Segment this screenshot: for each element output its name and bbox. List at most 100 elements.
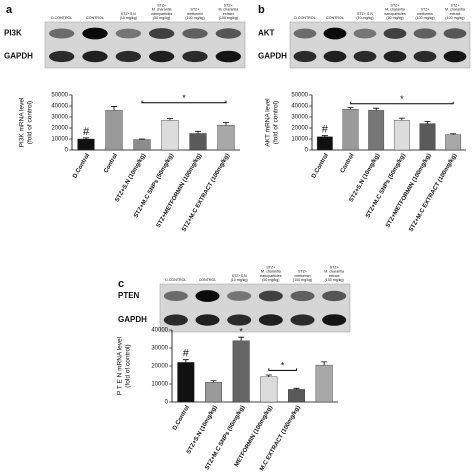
blot-band (82, 50, 108, 63)
annotation: * (182, 93, 186, 103)
blot-band (115, 50, 141, 63)
lane-label: CONTROL (199, 278, 217, 282)
lane-label: (10 mg/kg) (120, 16, 137, 20)
blot-band (293, 28, 317, 39)
error-bar (424, 121, 431, 124)
lane-label: STZ+ (224, 3, 233, 7)
error-bar (321, 135, 328, 137)
bar (204, 382, 222, 403)
panel-letter: a (6, 4, 13, 16)
lane-label: M. charantia (261, 270, 281, 274)
error-bar (293, 387, 300, 390)
y-tick-label: 40000 (291, 104, 308, 110)
x-tick-label: STZ+S.N (10mg/kg) (114, 153, 147, 203)
blot-band (322, 314, 347, 326)
lane-label: STZ+ (266, 265, 275, 269)
bar (445, 134, 462, 151)
lane-label: M. charantia (218, 8, 238, 12)
blot-band (82, 27, 108, 40)
row-label: GAPDH (258, 52, 287, 61)
blot-band (49, 50, 75, 63)
lane-label: (10 mg/kg) (231, 278, 248, 282)
x-tick-label: D.Control (172, 405, 191, 432)
lane-label: (100 mg/kg) (445, 16, 464, 20)
blot-band (353, 50, 377, 63)
blot-band (163, 291, 188, 301)
y-tick-label: 10000 (291, 137, 308, 143)
lane-label: M. charantia (152, 8, 172, 12)
blot-band (182, 50, 208, 63)
y-tick-label: 50000 (291, 93, 308, 99)
lane-label: M. charantia (445, 8, 465, 12)
lane-label: CONTROL (326, 16, 344, 20)
lane-label: (100 mg/kg) (415, 16, 434, 20)
blot-band (149, 28, 175, 39)
error-bar (210, 380, 217, 383)
y-tick-label: 30000 (51, 115, 68, 121)
bar (316, 136, 333, 151)
error-bar (182, 359, 189, 363)
y-axis-label: (fold of control) (273, 101, 280, 144)
y-axis-label: (fold of control) (27, 101, 34, 144)
blot-band (182, 28, 208, 39)
blot-band (227, 314, 252, 326)
error-bar (167, 118, 173, 121)
lane-label: (10 mg/kg) (356, 16, 373, 20)
blot-band (383, 28, 407, 39)
blot-band (215, 28, 241, 39)
error-bar (223, 122, 229, 126)
lane-label: STZ+ (191, 8, 200, 12)
y-tick-label: 20000 (151, 364, 168, 370)
panel-letter: b (258, 4, 265, 16)
lane-label: nanoparticles (260, 274, 282, 278)
lane-label: D.CONTROL (294, 16, 315, 20)
bar (342, 109, 359, 151)
lane-label: (100 mg/kg) (219, 16, 238, 20)
error-bar (398, 117, 405, 121)
y-tick-label: 0 (165, 400, 169, 406)
blot-band (413, 50, 437, 63)
bar (133, 139, 151, 151)
lane-label: (50 mg/kg) (262, 278, 279, 282)
annotation: # (322, 124, 329, 136)
annotation: # (183, 348, 190, 360)
lane-label: CONTROL (86, 16, 104, 20)
error-bar (139, 138, 145, 140)
error-bar (450, 133, 457, 135)
x-tick-label: Control (103, 153, 119, 175)
y-tick-label: 30000 (151, 346, 168, 352)
lane-label: extract (223, 12, 234, 16)
blot-frame (44, 21, 246, 69)
lane-label: STZ+S.N (121, 12, 136, 16)
blot-band (258, 314, 283, 326)
error-bar (373, 107, 380, 111)
y-tick-label: 10000 (51, 137, 68, 143)
lane-label: (100 mg/kg) (325, 278, 344, 282)
error-bar (111, 106, 117, 111)
lane-label: STZ+ (421, 8, 430, 12)
lane-label: metformin (417, 12, 433, 16)
lane-label: M. charantia (324, 270, 344, 274)
y-tick-label: 10000 (151, 382, 168, 388)
blot-band (323, 27, 347, 40)
lane-label: (50 mg/kg) (386, 16, 403, 20)
blot-band (413, 28, 437, 39)
lane-label: nanoparticles (384, 12, 406, 16)
lane-label: STZ+S.N (232, 274, 247, 278)
blot-band (353, 28, 377, 39)
bar (315, 364, 333, 403)
bar (105, 110, 123, 151)
annotation: # (83, 126, 90, 138)
blot-band (227, 291, 252, 301)
blot-band (443, 50, 467, 63)
row-label: PTEN (118, 291, 140, 300)
lane-label: STZ+ (298, 270, 307, 274)
y-tick-label: 30000 (291, 115, 308, 121)
blot-band (195, 290, 220, 302)
bar (368, 110, 385, 151)
blot-band (322, 290, 347, 302)
annotation: * (400, 94, 404, 104)
y-tick-label: 0 (305, 148, 309, 154)
error-bar (321, 361, 328, 366)
